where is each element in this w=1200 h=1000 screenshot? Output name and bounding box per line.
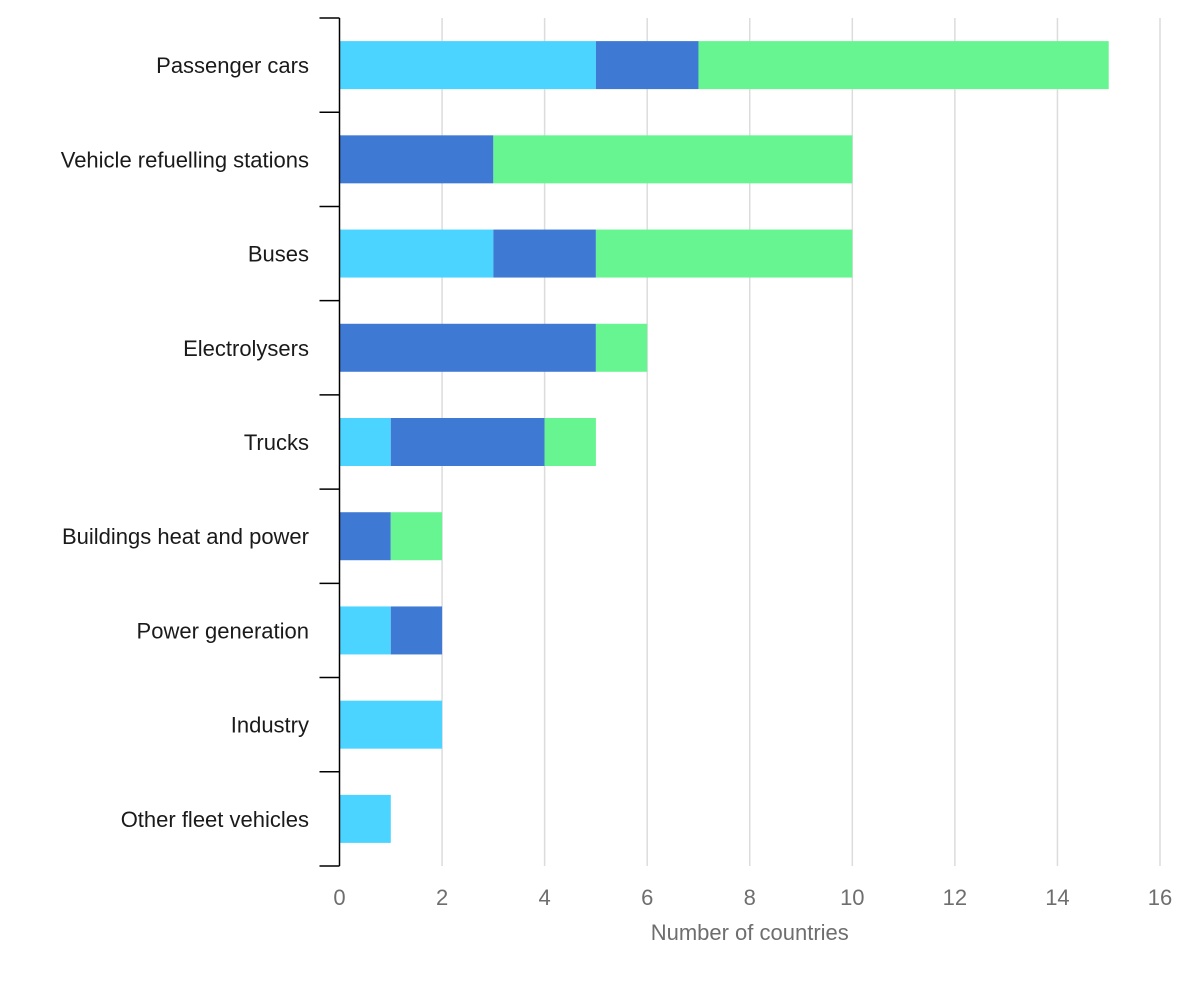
x-tick-label: 0: [333, 885, 345, 910]
category-label: Buses: [248, 242, 309, 267]
x-tick-label: 2: [436, 885, 448, 910]
x-tick-label: 8: [744, 885, 756, 910]
bar-segment: [339, 700, 443, 749]
bars: [339, 41, 1109, 843]
bar-segment: [339, 418, 391, 466]
category-label: Industry: [231, 713, 309, 738]
category-labels: Passenger cars Vehicle refuelling station…: [61, 53, 309, 832]
category-label: Vehicle refuelling stations: [61, 147, 309, 172]
bar-segment: [390, 418, 545, 466]
x-tick-label: 4: [539, 885, 551, 910]
bar-segment: [544, 418, 596, 466]
bar-segment: [339, 794, 391, 843]
bar-segment: [339, 229, 494, 278]
category-label: Passenger cars: [156, 53, 309, 78]
x-tick-label: 10: [840, 885, 864, 910]
x-tick-label: 14: [1045, 885, 1069, 910]
bar-segment: [595, 229, 853, 278]
category-label: Trucks: [244, 430, 309, 455]
bar-segment: [595, 323, 648, 372]
bar-segment: [595, 41, 699, 90]
bar-segment: [339, 135, 494, 184]
x-tick-label: 16: [1148, 885, 1172, 910]
category-label: Other fleet vehicles: [121, 807, 309, 832]
x-tick-label: 12: [943, 885, 967, 910]
category-label: Electrolysers: [183, 336, 309, 361]
category-label: Power generation: [137, 618, 309, 643]
bar-segment: [339, 41, 596, 90]
bar-segment: [493, 229, 596, 278]
bar-segment: [698, 41, 1109, 90]
bar-segment: [493, 135, 853, 184]
bar-segment: [390, 606, 443, 655]
bar-segment: [339, 606, 391, 655]
x-tick-label: 6: [641, 885, 653, 910]
x-axis-title: Number of countries: [651, 920, 849, 945]
bar-segment: [390, 512, 443, 561]
bar-segment: [339, 323, 596, 372]
category-label: Buildings heat and power: [62, 524, 309, 549]
x-tick-labels: 0 2 4 6 8 10 12 14 16: [333, 885, 1172, 910]
bar-segment: [339, 512, 391, 561]
y-axis: [319, 17, 341, 867]
